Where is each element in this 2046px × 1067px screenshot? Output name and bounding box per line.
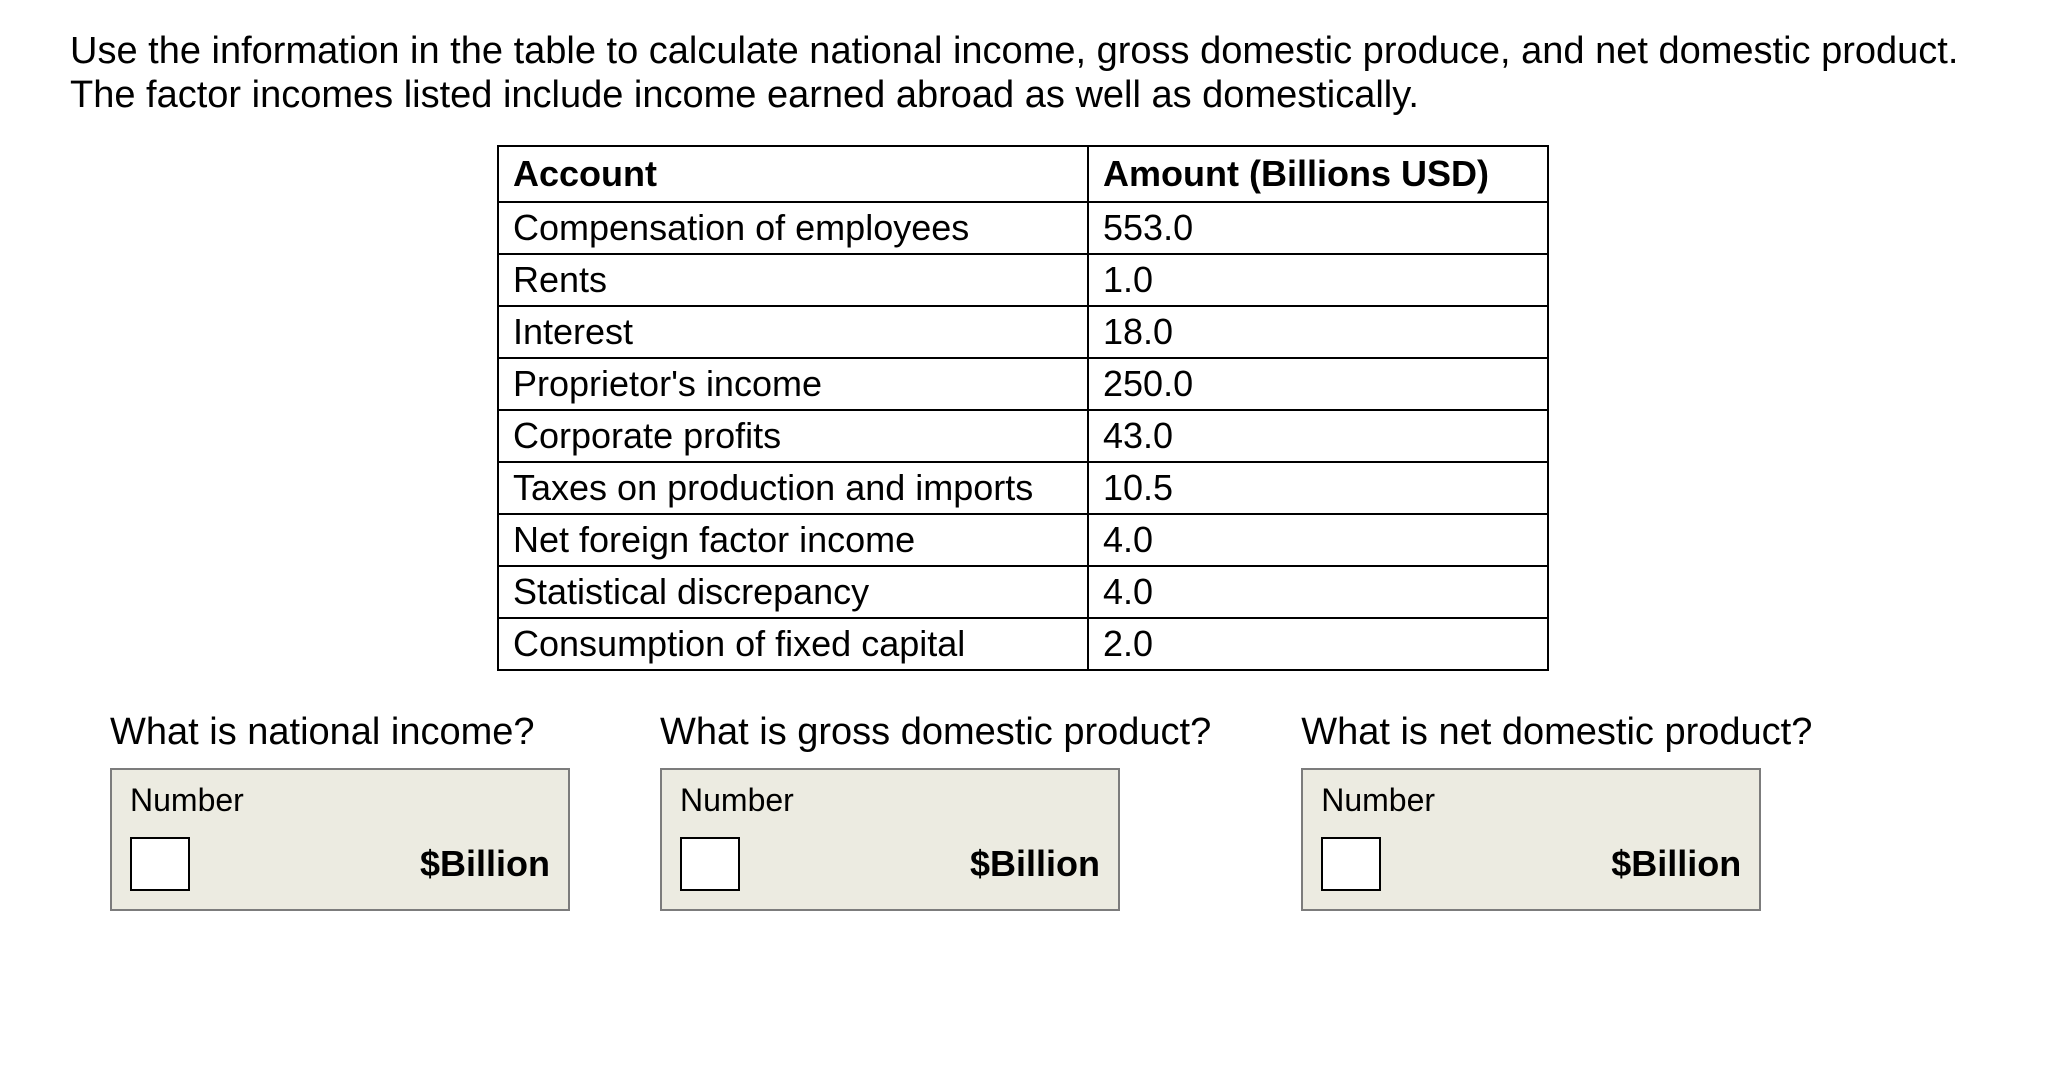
table-row: Proprietor's income 250.0 <box>498 358 1548 410</box>
cell-amount: 4.0 <box>1088 514 1548 566</box>
cell-account: Interest <box>498 306 1088 358</box>
data-table-wrap: Account Amount (Billions USD) Compensati… <box>70 145 1976 671</box>
col-header-amount: Amount (Billions USD) <box>1088 146 1548 202</box>
cell-amount: 1.0 <box>1088 254 1548 306</box>
cell-account: Taxes on production and imports <box>498 462 1088 514</box>
cell-account: Rents <box>498 254 1088 306</box>
table-row: Net foreign factor income 4.0 <box>498 514 1548 566</box>
cell-amount: 18.0 <box>1088 306 1548 358</box>
cell-account: Corporate profits <box>498 410 1088 462</box>
answer-box: Number $Billion <box>110 768 570 911</box>
national-income-input[interactable] <box>130 837 190 891</box>
answer-national-income: What is national income? Number $Billion <box>110 711 570 911</box>
answer-question: What is gross domestic product? <box>660 711 1211 754</box>
answer-box: Number $Billion <box>1301 768 1761 911</box>
unit-label: $Billion <box>420 843 550 885</box>
answers-row: What is national income? Number $Billion… <box>70 711 1976 911</box>
table-row: Statistical discrepancy 4.0 <box>498 566 1548 618</box>
cell-account: Compensation of employees <box>498 202 1088 254</box>
unit-label: $Billion <box>970 843 1100 885</box>
answer-input-row: $Billion <box>1321 837 1741 891</box>
table-row: Corporate profits 43.0 <box>498 410 1548 462</box>
ndp-input[interactable] <box>1321 837 1381 891</box>
answer-input-row: $Billion <box>130 837 550 891</box>
cell-amount: 43.0 <box>1088 410 1548 462</box>
table-row: Taxes on production and imports 10.5 <box>498 462 1548 514</box>
cell-amount: 553.0 <box>1088 202 1548 254</box>
cell-amount: 250.0 <box>1088 358 1548 410</box>
cell-account: Net foreign factor income <box>498 514 1088 566</box>
cell-amount: 2.0 <box>1088 618 1548 670</box>
answer-input-label: Number <box>130 782 550 819</box>
table-row: Consumption of fixed capital 2.0 <box>498 618 1548 670</box>
answer-box: Number $Billion <box>660 768 1120 911</box>
unit-label: $Billion <box>1611 843 1741 885</box>
cell-account: Proprietor's income <box>498 358 1088 410</box>
table-row: Interest 18.0 <box>498 306 1548 358</box>
table-row: Rents 1.0 <box>498 254 1548 306</box>
answer-question: What is national income? <box>110 711 570 754</box>
cell-amount: 4.0 <box>1088 566 1548 618</box>
table-header-row: Account Amount (Billions USD) <box>498 146 1548 202</box>
cell-account: Statistical discrepancy <box>498 566 1088 618</box>
answer-input-label: Number <box>1321 782 1741 819</box>
answer-gdp: What is gross domestic product? Number $… <box>660 711 1211 911</box>
answer-ndp: What is net domestic product? Number $Bi… <box>1301 711 1812 911</box>
col-header-account: Account <box>498 146 1088 202</box>
accounts-table: Account Amount (Billions USD) Compensati… <box>497 145 1549 671</box>
cell-amount: 10.5 <box>1088 462 1548 514</box>
gdp-input[interactable] <box>680 837 740 891</box>
answer-input-label: Number <box>680 782 1100 819</box>
table-row: Compensation of employees 553.0 <box>498 202 1548 254</box>
question-prompt: Use the information in the table to calc… <box>70 30 1976 117</box>
cell-account: Consumption of fixed capital <box>498 618 1088 670</box>
answer-input-row: $Billion <box>680 837 1100 891</box>
answer-question: What is net domestic product? <box>1301 711 1812 754</box>
